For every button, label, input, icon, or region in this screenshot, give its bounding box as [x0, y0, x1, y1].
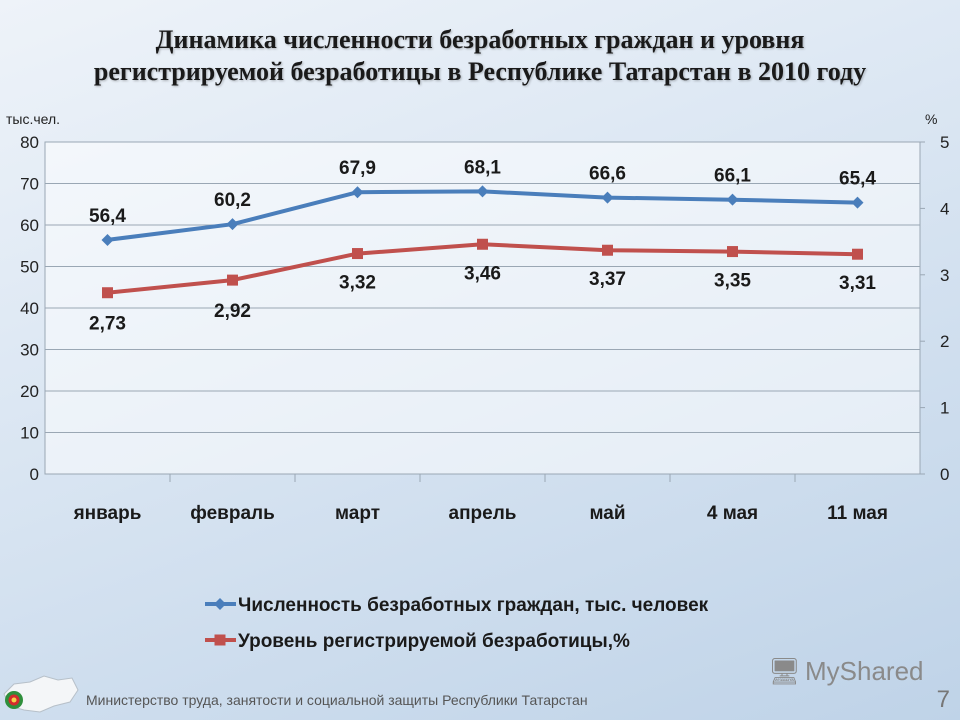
- data-label: 56,4: [89, 206, 126, 227]
- data-label: 66,6: [589, 164, 626, 185]
- monitor-icon: 🖥: [768, 656, 802, 686]
- gridlines: [45, 141, 920, 482]
- page-number: 7: [936, 686, 950, 713]
- left-tick-label: 60: [20, 216, 39, 235]
- legend-marker: [214, 634, 226, 646]
- data-point-marker: [602, 244, 613, 256]
- data-label: 65,4: [839, 169, 876, 190]
- left-tick-label: 50: [20, 258, 39, 277]
- right-tick-label: 2: [940, 332, 949, 351]
- data-label: 67,9: [339, 158, 376, 179]
- data-point-marker: [102, 287, 113, 299]
- data-point-marker: [727, 246, 738, 258]
- legend: Численность безработных граждан, тыс. че…: [205, 595, 709, 652]
- data-point-marker: [726, 193, 739, 206]
- right-tick-label: 3: [940, 266, 949, 285]
- data-label: 3,46: [464, 263, 501, 284]
- left-axis: 0 10 20 30 40 50 60 70 80: [20, 133, 39, 484]
- legend-label: Численность безработных граждан, тыс. че…: [238, 595, 709, 616]
- right-tick-label: 4: [940, 199, 949, 218]
- legend-marker: [214, 598, 226, 610]
- data-point-marker: [101, 233, 114, 246]
- chart-title-line-1: Динамика численности безработных граждан…: [155, 25, 805, 54]
- legend-label: Уровень регистрируемой безработицы,%: [238, 631, 630, 652]
- data-point-marker: [851, 196, 864, 209]
- left-tick-label: 0: [30, 465, 39, 484]
- data-point-marker: [352, 248, 363, 260]
- data-point-marker: [351, 186, 364, 199]
- data-label: 60,2: [214, 190, 251, 211]
- category-label: апрель: [449, 503, 517, 524]
- right-axis-unit: %: [925, 111, 937, 127]
- data-point-marker: [476, 185, 489, 198]
- chart-title-line-2: регистрируемой безработицы в Республике …: [93, 57, 867, 86]
- category-label: январь: [73, 503, 142, 524]
- category-label: февраль: [190, 503, 275, 524]
- data-point-marker: [852, 248, 863, 260]
- data-label: 66,1: [714, 166, 751, 187]
- left-tick-label: 70: [20, 175, 39, 194]
- tatarstan-map-logo: [3, 675, 79, 713]
- data-label: 3,35: [714, 271, 751, 292]
- left-axis-unit: тыс.чел.: [6, 111, 60, 127]
- data-label: 2,92: [214, 301, 251, 322]
- watermark-text: MyShared: [805, 656, 924, 686]
- series-layer: 56,4 60,2 67,9 68,1 66,6 66,1 65,4 2,73 2,92 3,32…: [89, 157, 876, 334]
- right-tick-label: 5: [940, 133, 949, 152]
- data-label: 3,37: [589, 269, 626, 290]
- left-tick-label: 20: [20, 382, 39, 401]
- watermark: 🖥 MyShared: [768, 656, 924, 687]
- data-label: 3,32: [339, 273, 376, 294]
- data-label: 3,31: [839, 273, 876, 294]
- left-tick-label: 80: [20, 133, 39, 152]
- data-point-marker: [601, 191, 614, 204]
- left-tick-label: 40: [20, 299, 39, 318]
- x-axis: январь февраль март апрель май 4 мая 11 мая: [73, 503, 888, 524]
- category-label: март: [335, 503, 380, 524]
- chart-title: Динамика численности безработных граждан…: [0, 24, 960, 88]
- data-point-marker: [226, 218, 239, 231]
- left-tick-label: 10: [20, 424, 39, 443]
- category-label: май: [589, 503, 625, 524]
- footer-text: Министерство труда, занятости и социальн…: [86, 692, 588, 708]
- category-label: 11 мая: [827, 503, 888, 524]
- data-point-marker: [227, 274, 238, 286]
- right-tick-label: 1: [940, 399, 949, 418]
- data-label: 68,1: [464, 157, 501, 178]
- data-point-marker: [477, 238, 488, 250]
- left-tick-label: 30: [20, 341, 39, 360]
- data-label: 2,73: [89, 314, 126, 335]
- right-tick-label: 0: [940, 465, 949, 484]
- right-axis: 0 1 2 3 4 5: [920, 133, 949, 484]
- category-label: 4 мая: [707, 503, 758, 524]
